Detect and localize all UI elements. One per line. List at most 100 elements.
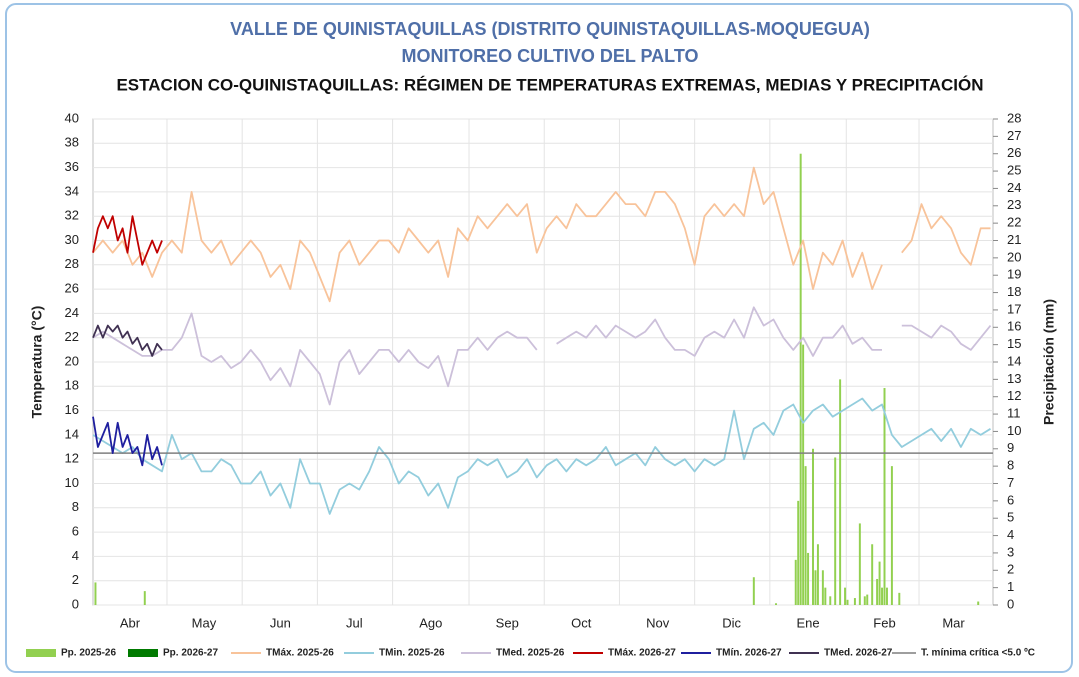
precip-bar <box>821 570 824 605</box>
legend-label: TMín. 2026-27 <box>716 648 782 659</box>
precip-bar <box>799 153 802 605</box>
y-tick-label: 28 <box>65 256 79 271</box>
legend-swatch <box>128 649 158 657</box>
precip-bar <box>876 578 879 605</box>
precip-bar <box>834 457 837 605</box>
chart-subtitle: MONITOREO CULTIVO DEL PALTO <box>401 46 698 66</box>
y2-tick-label: 20 <box>1007 249 1021 264</box>
legend-label: TMáx. 2026-27 <box>608 648 676 659</box>
y2-tick-label: 12 <box>1007 388 1021 403</box>
precip-bar <box>143 591 146 605</box>
y-tick-label: 32 <box>65 208 79 223</box>
y-tick-label: 16 <box>65 402 79 417</box>
y2-tick-label: 5 <box>1007 510 1014 525</box>
precip-bar <box>977 601 980 605</box>
precip-bar <box>844 587 847 605</box>
x-tick-label: Jun <box>270 615 291 630</box>
precip-bar <box>816 544 819 605</box>
y2-tick-label: 6 <box>1007 492 1014 507</box>
y-tick-label: 12 <box>65 451 79 466</box>
precip-bar <box>794 559 797 605</box>
y2-tick-label: 10 <box>1007 423 1021 438</box>
y-tick-label: 4 <box>72 548 79 563</box>
y2-tick-label: 23 <box>1007 197 1021 212</box>
precip-bar <box>883 388 886 605</box>
y2-axis-label: Precipitación (mm) <box>1041 299 1057 425</box>
y-tick-label: 22 <box>65 329 79 344</box>
precip-bar <box>878 561 881 605</box>
y2-tick-label: 17 <box>1007 301 1021 316</box>
y2-tick-label: 21 <box>1007 232 1021 247</box>
temperature-line <box>92 215 163 266</box>
precip-bar <box>802 344 805 605</box>
x-tick-label: Ene <box>796 615 819 630</box>
precip-bar <box>898 592 901 605</box>
x-tick-label: May <box>192 615 217 630</box>
y2-tick-label: 2 <box>1007 562 1014 577</box>
precip-bar <box>752 577 755 605</box>
y-tick-label: 0 <box>72 596 79 611</box>
temperature-line <box>92 306 992 406</box>
legend-swatch <box>26 649 56 657</box>
x-tick-label: Oct <box>571 615 592 630</box>
temperature-line <box>92 397 991 515</box>
legend-label: Pp. 2025-26 <box>61 648 116 659</box>
precip-bar <box>839 379 842 605</box>
y2-tick-label: 1 <box>1007 579 1014 594</box>
precip-bar <box>94 582 97 605</box>
y-tick-label: 30 <box>65 232 79 247</box>
y2-tick-label: 27 <box>1007 128 1021 143</box>
legend-label: Pp. 2026-27 <box>163 648 218 659</box>
precip-bar <box>775 603 777 605</box>
x-tick-label: Dic <box>722 615 741 630</box>
y-tick-label: 40 <box>65 110 79 125</box>
legend-label: TMin. 2025-26 <box>379 648 445 659</box>
x-tick-label: Nov <box>646 615 670 630</box>
legend-label: TMed. 2026-27 <box>824 648 893 659</box>
y-tick-label: 26 <box>65 281 79 296</box>
chart-heading: ESTACION CO-QUINISTAQUILLAS: RÉGIMEN DE … <box>116 75 983 94</box>
y-axis-label: Temperatura (°C) <box>29 306 45 419</box>
y2-tick-label: 8 <box>1007 458 1014 473</box>
y2-tick-label: 9 <box>1007 440 1014 455</box>
precip-bar <box>797 500 800 605</box>
temperature-line <box>92 166 991 303</box>
y-tick-label: 38 <box>65 135 79 150</box>
y2-tick-label: 25 <box>1007 163 1021 178</box>
precip-bar <box>866 594 869 605</box>
y2-tick-label: 3 <box>1007 544 1014 559</box>
y2-tick-label: 4 <box>1007 527 1014 542</box>
y-tick-label: 20 <box>65 353 79 368</box>
y2-tick-label: 18 <box>1007 284 1021 299</box>
y-tick-label: 8 <box>72 499 79 514</box>
legend-label: TMed. 2025-26 <box>496 648 565 659</box>
precip-bar <box>804 466 807 605</box>
x-tick-label: Abr <box>120 615 141 630</box>
y-tick-label: 2 <box>72 572 79 587</box>
y2-tick-label: 14 <box>1007 353 1021 368</box>
precip-bar <box>829 596 832 605</box>
y2-tick-label: 0 <box>1007 596 1014 611</box>
precip-bar <box>881 587 884 605</box>
x-tick-label: Feb <box>873 615 895 630</box>
precip-bar <box>858 523 861 605</box>
y2-tick-label: 16 <box>1007 319 1021 334</box>
y-tick-label: 18 <box>65 378 79 393</box>
chart-title: VALLE DE QUINISTAQUILLAS (DISTRITO QUINI… <box>230 19 870 39</box>
precip-bar <box>812 448 814 605</box>
y2-tick-label: 24 <box>1007 180 1021 195</box>
x-tick-label: Mar <box>942 615 965 630</box>
temperature-line <box>92 416 163 467</box>
y-tick-label: 24 <box>65 305 79 320</box>
precip-bar <box>890 466 893 605</box>
x-tick-label: Sep <box>496 615 519 630</box>
x-tick-label: Jul <box>346 615 363 630</box>
precip-bar <box>871 544 874 605</box>
y2-tick-label: 26 <box>1007 145 1021 160</box>
y-tick-label: 10 <box>65 475 79 490</box>
y2-tick-label: 13 <box>1007 371 1021 386</box>
precip-bar <box>814 570 817 605</box>
legend-label: TMáx. 2025-26 <box>266 648 334 659</box>
precip-bar <box>885 587 888 605</box>
y2-tick-label: 28 <box>1007 110 1021 125</box>
